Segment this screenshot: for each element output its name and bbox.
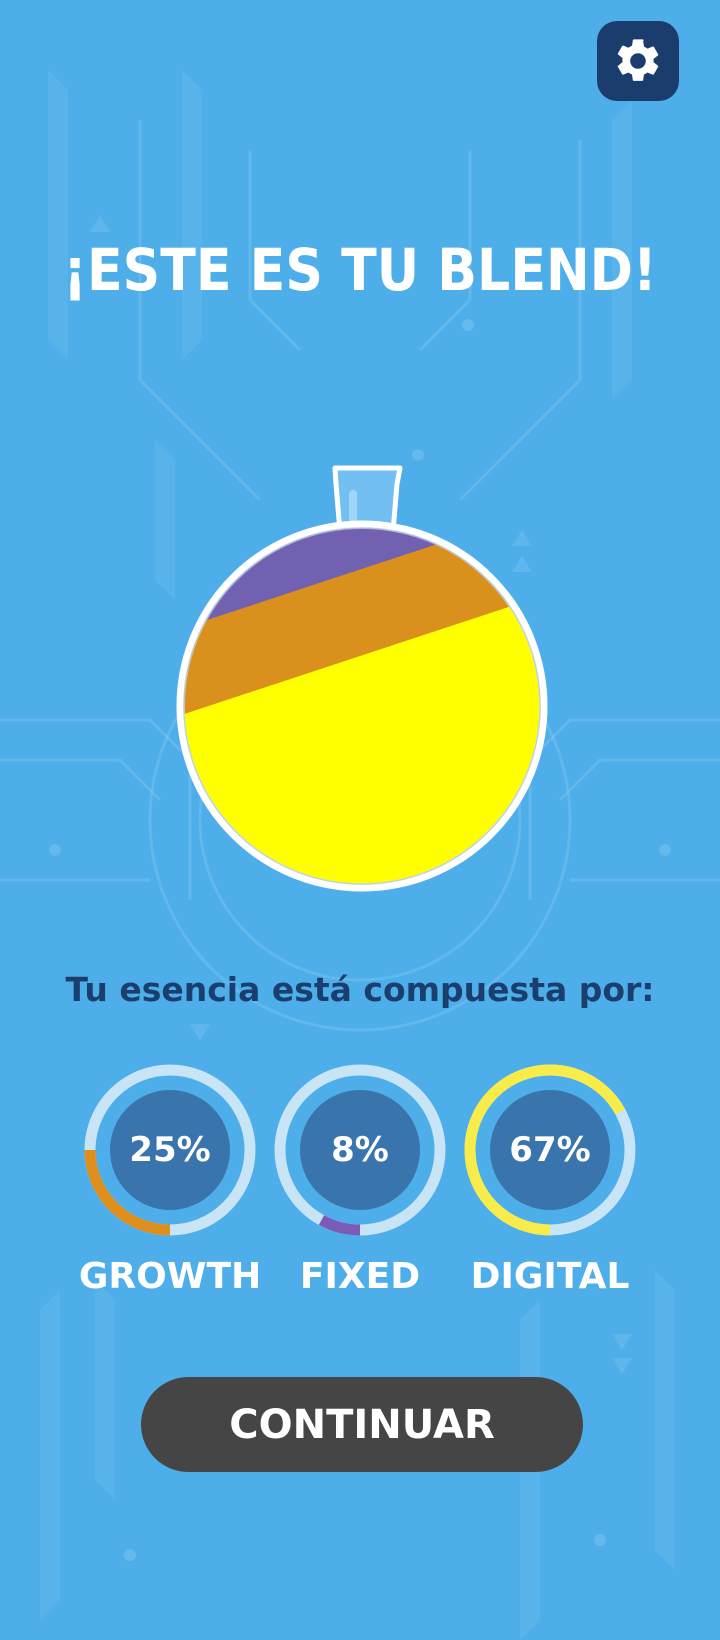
fixed-label: FIXED [299,1256,421,1297]
fixed-percent: 8% [331,1130,389,1170]
blend-segment-digital [184,593,540,884]
settings-button[interactable] [597,21,679,101]
page-title: ¡ESTE ES TU BLEND! [63,236,657,304]
ring-arc [274,1064,446,1236]
digital-percent: 67% [509,1130,591,1170]
ring-center [490,1090,610,1210]
ring-arc [84,1064,256,1236]
ring-center [300,1090,420,1210]
digital-ring: 67% [462,1062,638,1238]
digital-label: DIGITAL [470,1256,630,1297]
flask-outline [176,520,548,892]
growth-ring: 25% [82,1062,258,1238]
growth-label: GROWTH [78,1256,262,1297]
continue-button[interactable]: CONTINUAR [141,1377,583,1472]
ring-center [110,1090,230,1210]
flask-inner-rim [183,527,541,885]
flask-neck-highlight [349,490,357,526]
gear-icon [617,39,659,81]
fixed-ring: 8% [272,1062,448,1238]
growth-percent: 25% [129,1130,211,1170]
ring-arc [464,1064,636,1236]
composition-subtitle: Tu esencia está compuesta por: [65,970,655,1009]
